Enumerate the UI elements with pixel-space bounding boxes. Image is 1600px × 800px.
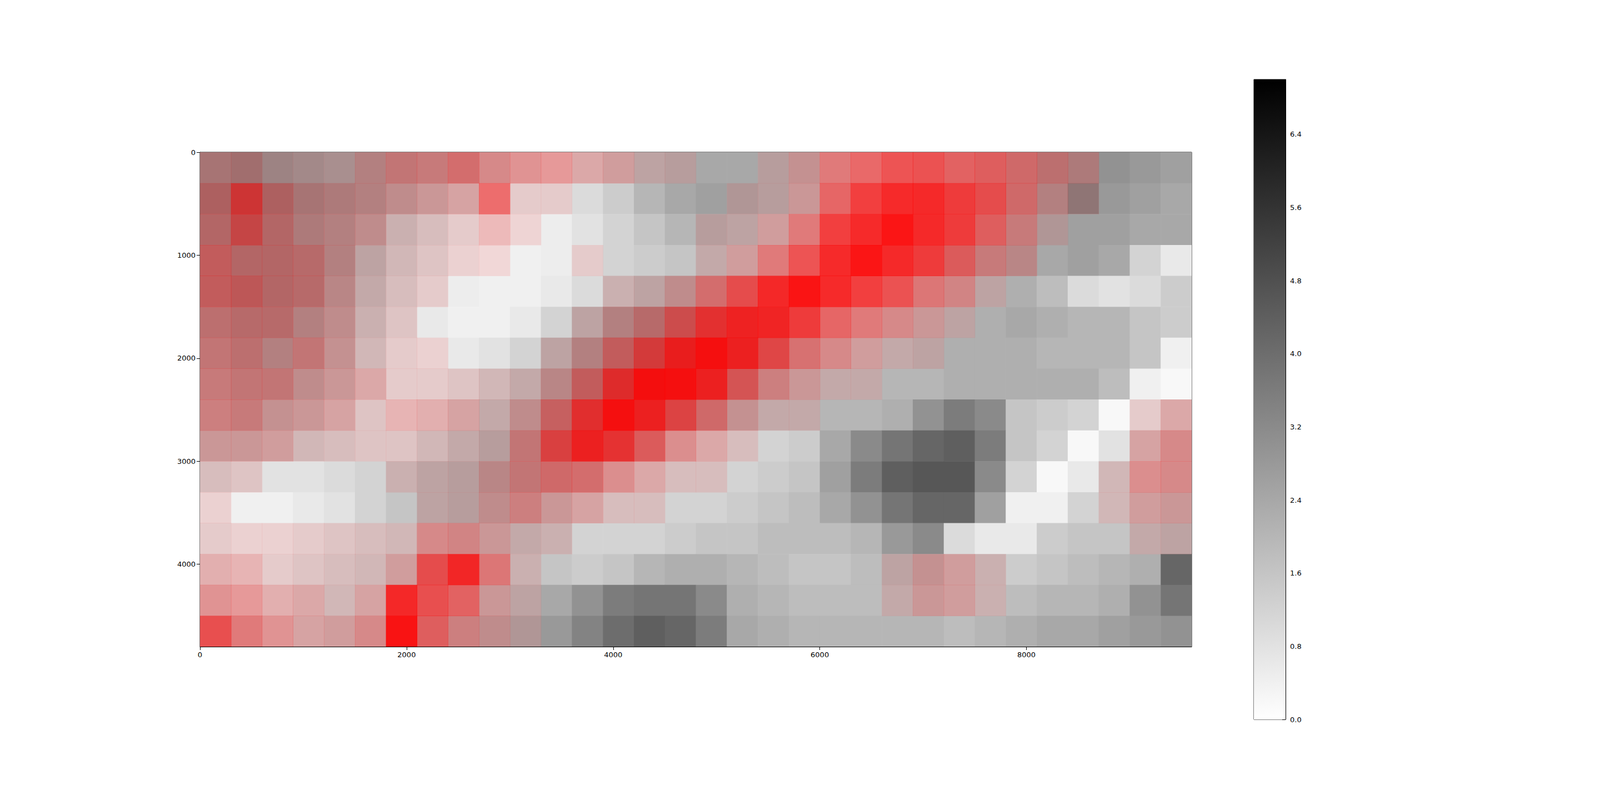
svg-text:8000: 8000 (1017, 650, 1036, 659)
svg-text:5.6: 5.6 (1290, 203, 1302, 212)
svg-text:4000: 4000 (603, 650, 623, 659)
svg-text:2000: 2000 (397, 650, 416, 659)
svg-text:1.6: 1.6 (1290, 568, 1302, 578)
svg-text:6000: 6000 (810, 650, 829, 659)
svg-text:6.4: 6.4 (1290, 130, 1302, 139)
svg-text:0.8: 0.8 (1290, 642, 1302, 651)
svg-text:4.0: 4.0 (1290, 349, 1302, 358)
svg-text:0: 0 (191, 148, 196, 157)
svg-text:4.8: 4.8 (1290, 276, 1302, 285)
svg-text:3000: 3000 (177, 457, 196, 466)
svg-text:0: 0 (197, 650, 203, 659)
svg-text:3.2: 3.2 (1290, 422, 1302, 432)
svg-text:1000: 1000 (177, 251, 196, 260)
svg-text:2.4: 2.4 (1290, 496, 1302, 505)
svg-text:0.0: 0.0 (1290, 715, 1302, 724)
svg-text:2000: 2000 (177, 353, 196, 363)
svg-text:4000: 4000 (177, 560, 196, 569)
